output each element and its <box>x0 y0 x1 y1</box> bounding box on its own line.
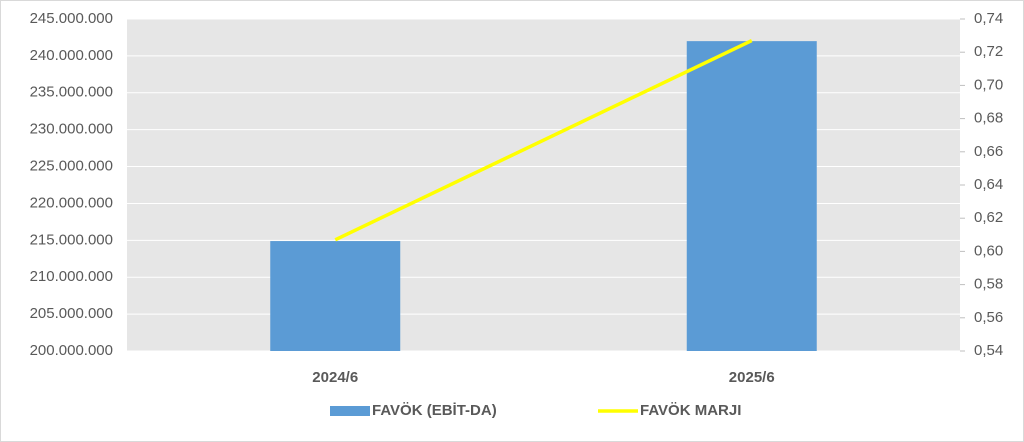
y-tick-label: 210.000.000 <box>30 268 113 285</box>
y-tick-label: 225.000.000 <box>30 158 113 175</box>
plot-area <box>127 19 960 351</box>
line <box>334 39 753 242</box>
legend-label: FAVÖK (EBİT-DA) <box>372 402 497 419</box>
y2-tick-label: 0,70 <box>974 76 1003 93</box>
y-tick-label: 230.000.000 <box>30 121 113 138</box>
y2-tick-label: 0,72 <box>974 43 1003 60</box>
x-tick-label: 2025/6 <box>729 369 775 386</box>
y-tick-label: 220.000.000 <box>30 194 113 211</box>
y2-tick-label: 0,60 <box>974 242 1003 259</box>
y2-tick-label: 0,54 <box>974 342 1003 359</box>
y-tick-label: 240.000.000 <box>30 47 113 64</box>
y-tick-label: 205.000.000 <box>30 305 113 322</box>
y2-tick-label: 0,64 <box>974 176 1003 193</box>
y-tick-label: 200.000.000 <box>30 342 113 359</box>
bar <box>270 241 401 351</box>
y2-tick-label: 0,58 <box>974 276 1003 293</box>
y2-tick-label: 0,62 <box>974 209 1003 226</box>
x-tick-label: 2024/6 <box>312 369 358 386</box>
y2-tick-label: 0,66 <box>974 143 1003 160</box>
legend-swatch <box>330 406 370 416</box>
bar <box>686 41 817 352</box>
y2-tick-label: 0,56 <box>974 309 1003 326</box>
y-tick-label: 245.000.000 <box>30 10 113 27</box>
y2-tick-label: 0,74 <box>974 10 1003 27</box>
legend-label: FAVÖK MARJI <box>640 402 741 419</box>
y-tick-label: 215.000.000 <box>30 231 113 248</box>
y2-tick-label: 0,68 <box>974 110 1003 127</box>
y-tick-label: 235.000.000 <box>30 84 113 101</box>
